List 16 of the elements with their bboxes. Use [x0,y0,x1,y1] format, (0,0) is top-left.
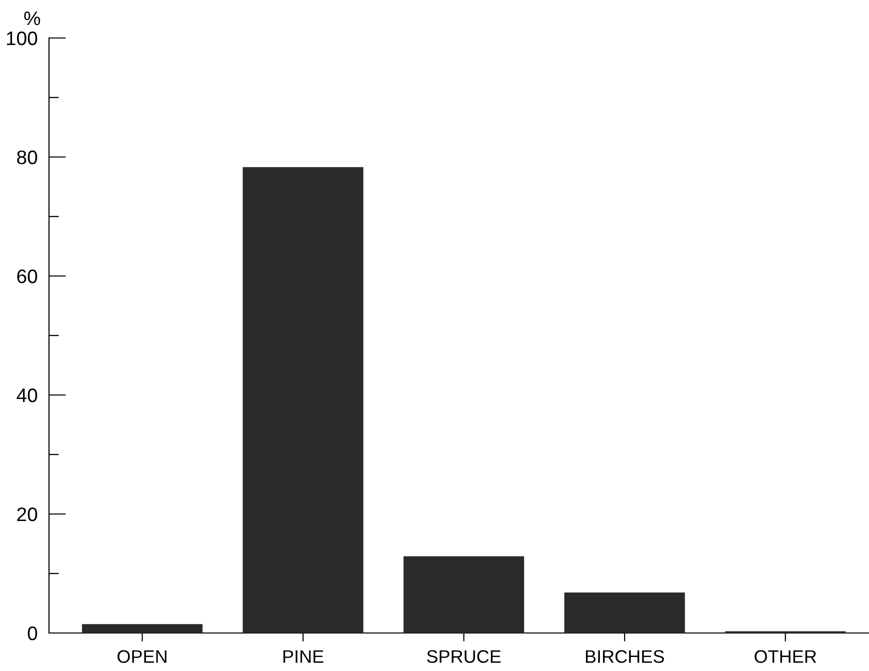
y-tick-label: 20 [17,507,38,522]
x-tick-label: SPRUCE [427,650,501,663]
bar [404,556,524,633]
y-tick-label: 40 [16,388,38,402]
bar [564,592,685,633]
y-tick-label: 60 [17,269,38,284]
y-tick-label: 100 [6,31,38,46]
x-tick-label: PINE [283,650,324,663]
y-tick-label: 80 [17,150,38,164]
y-tick-label: 0 [28,626,38,640]
x-tick-label: OPEN [118,650,166,663]
y-axis-title: % [24,12,40,26]
x-tick-label: BIRCHES [586,650,664,663]
bar [242,167,364,633]
bar [82,624,203,633]
x-tick-label: OTHER [754,650,816,663]
